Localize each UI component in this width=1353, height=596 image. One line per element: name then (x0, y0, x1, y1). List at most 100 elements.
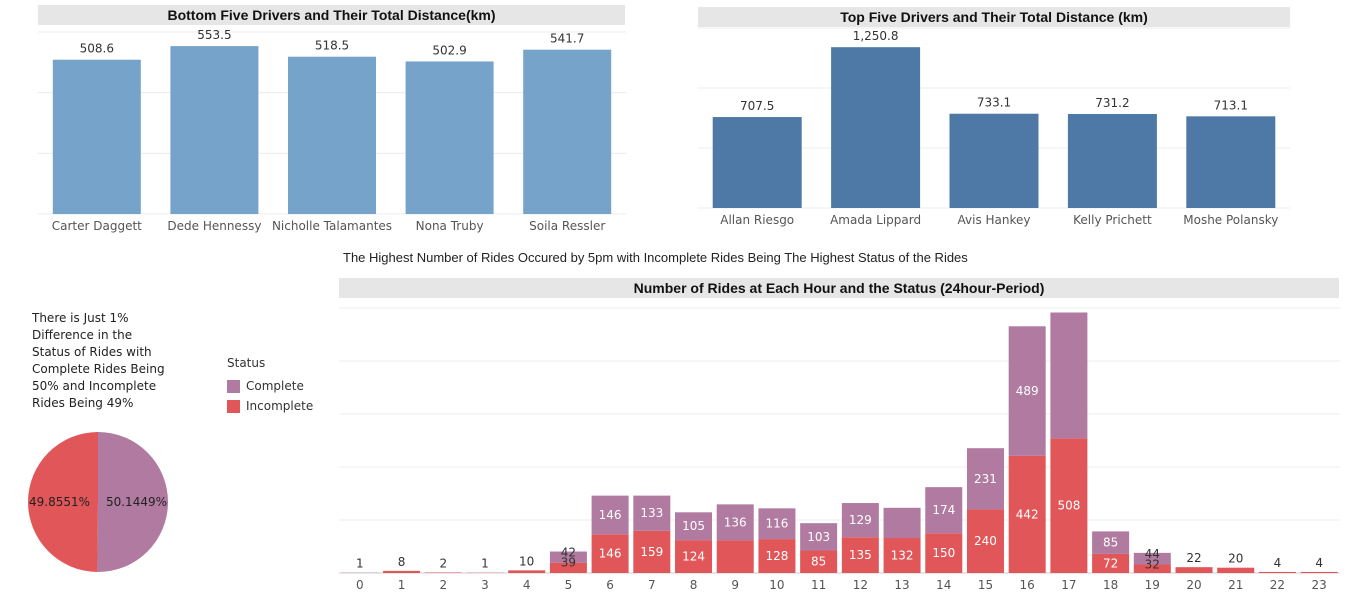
bar-value-label: 132 (891, 549, 914, 563)
bar-value-label: 135 (849, 548, 872, 562)
x-tick-label: 14 (936, 578, 951, 592)
bottom-five-plot: 508.6 Carter Daggett 553.5 Dede Hennessy 518… (38, 28, 626, 233)
bar-segment-incomplete (1258, 571, 1296, 573)
hourly-rides-plot: 0 1 2 3 4 5 6 7 8 9 10 11 12 13 14 15 16 17 18 19 20 21 22 231 8… (339, 307, 1340, 592)
legend-label-complete: Complete (246, 379, 304, 393)
x-tick-label: 13 (894, 578, 909, 592)
bar-value-label: 508 (1057, 499, 1080, 513)
bar-segment-complete (758, 508, 796, 540)
bar-segment-incomplete (1175, 567, 1213, 573)
bar-value-label: 124 (682, 550, 705, 564)
x-tick-label: Carter Daggett (52, 219, 142, 233)
bottom-five-chart: Bottom Five Drivers and Their Total Dist… (38, 4, 626, 238)
pie-note-line: There is Just 1% (32, 311, 129, 325)
x-tick-label: Dede Hennessy (167, 219, 261, 233)
bar-value-label: 713.1 (1214, 98, 1248, 112)
x-tick-label: 3 (481, 578, 489, 592)
bar-value-label: 146 (599, 508, 622, 522)
bar (1067, 113, 1157, 208)
legend-swatch-complete (227, 379, 240, 393)
pie-slice-label: 50.1449% (106, 495, 167, 509)
bar-segment-complete (549, 551, 587, 563)
bar-value-label: 1 (481, 557, 489, 571)
bar (712, 117, 802, 208)
top-five-title: Top Five Drivers and Their Total Distanc… (698, 7, 1290, 27)
pie-slice (97, 432, 169, 572)
x-tick-label: Soila Ressler (529, 219, 605, 233)
legend-label-incomplete: Incomplete (246, 399, 314, 413)
bar-value-label: 733.1 (977, 96, 1011, 110)
bar-value-label: 150 (932, 546, 955, 560)
pie-slice-label: 49.8551% (29, 495, 90, 509)
x-tick-label: 15 (978, 578, 993, 592)
bar-segment-incomplete (1300, 571, 1338, 573)
bar-value-label: 133 (640, 506, 663, 520)
status-legend: Status Complete Incomplete (227, 356, 313, 416)
bar-value-label: 231 (974, 472, 997, 486)
x-tick-label: 19 (1145, 578, 1160, 592)
bar-segment-complete (1050, 312, 1088, 439)
bar-segment-incomplete (1133, 564, 1171, 573)
bar-value-label: 32 (1145, 558, 1160, 572)
bar-value-label: 502.9 (432, 43, 466, 57)
top-five-plot: 707.5 Allan Riesgo 1,250.8 Amada Lippard 733… (698, 27, 1290, 227)
x-tick-label: Nona Truby (416, 219, 484, 233)
x-tick-label: 18 (1103, 578, 1118, 592)
legend-swatch-incomplete (227, 399, 240, 413)
bar-value-label: 541.7 (550, 32, 584, 46)
x-tick-label: 7 (648, 578, 656, 592)
hourly-rides-chart: Number of Rides at Each Hour and the Sta… (339, 278, 1340, 596)
bar-segment-complete (591, 495, 629, 535)
bar-value-label: 8 (398, 555, 406, 569)
legend-item-incomplete[interactable]: Incomplete (227, 396, 313, 416)
bar-segment-complete (841, 503, 879, 538)
x-tick-label: 8 (690, 578, 698, 592)
bar-value-label: 44 (1145, 547, 1160, 561)
bar-segment-complete (1092, 531, 1130, 554)
bar-value-label: 174 (932, 503, 955, 517)
bar-segment-incomplete (800, 550, 838, 573)
bottom-five-title: Bottom Five Drivers and Their Total Dist… (38, 5, 625, 25)
bar (523, 49, 612, 215)
bar-value-label: 240 (974, 534, 997, 548)
x-tick-label: 23 (1312, 578, 1327, 592)
x-tick-label: Kelly Prichett (1073, 213, 1152, 227)
bar (949, 113, 1039, 208)
bar-value-label: 1 (356, 557, 364, 571)
bar-segment-complete (675, 512, 713, 541)
legend-item-complete[interactable]: Complete (227, 376, 313, 396)
bar-segment-complete (633, 495, 671, 531)
bar-segment-complete (966, 448, 1004, 510)
x-tick-label: 4 (523, 578, 531, 592)
bar-segment-incomplete (841, 537, 879, 573)
bar-value-label: 146 (599, 547, 622, 561)
bar-value-label: 22 (1186, 551, 1201, 565)
pie-slice (28, 432, 99, 572)
x-tick-label: 21 (1228, 578, 1243, 592)
x-tick-label: 20 (1186, 578, 1201, 592)
bar-value-label: 116 (765, 517, 788, 531)
bar-segment-incomplete (1092, 553, 1130, 573)
x-tick-label: 16 (1020, 578, 1035, 592)
bar-value-label: 136 (724, 515, 747, 529)
x-tick-label: 10 (769, 578, 784, 592)
bar-value-label: 4 (1315, 556, 1323, 570)
x-tick-label: 0 (356, 578, 364, 592)
bar-segment-incomplete (716, 540, 754, 573)
bar-segment-incomplete (633, 530, 671, 573)
x-tick-label: 2 (439, 578, 447, 592)
x-tick-label: 6 (606, 578, 614, 592)
pie-note: There is Just 1% Difference in the Statu… (32, 310, 172, 412)
x-tick-label: 22 (1270, 578, 1285, 592)
bar-segment-incomplete (883, 538, 921, 573)
bar-segment-incomplete (966, 509, 1004, 573)
bar-value-label: 128 (765, 549, 788, 563)
bar-value-label: 518.5 (315, 39, 349, 53)
bar-segment-complete (883, 507, 921, 539)
bar-value-label: 20 (1228, 552, 1243, 566)
bar-segment-complete (800, 523, 838, 551)
top-five-chart: Top Five Drivers and Their Total Distanc… (698, 6, 1290, 230)
bar (1186, 116, 1276, 208)
x-tick-label: Allan Riesgo (720, 213, 794, 227)
x-tick-label: Nicholle Talamantes (272, 219, 392, 233)
